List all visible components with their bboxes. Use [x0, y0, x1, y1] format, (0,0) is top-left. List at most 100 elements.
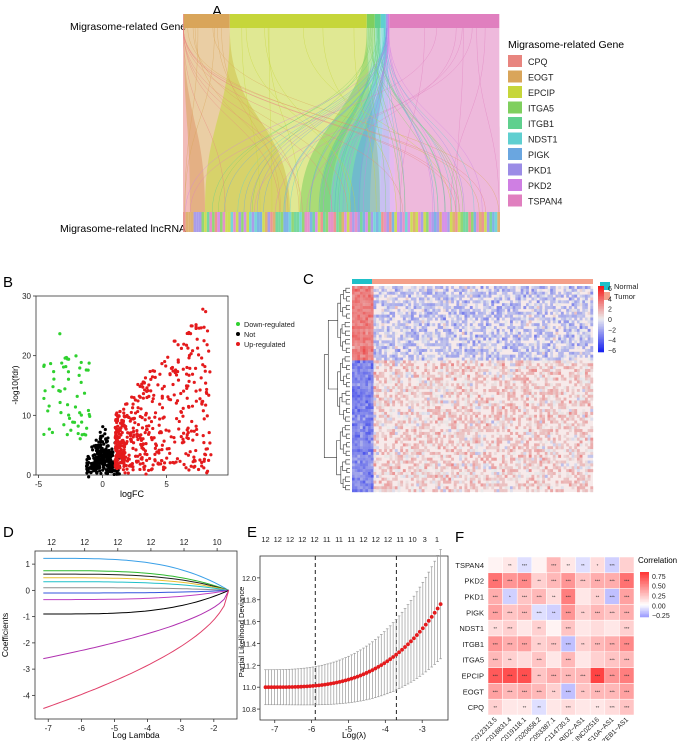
sankey-lncrna-node [206, 212, 210, 232]
heatmap-cell [512, 337, 516, 341]
heatmap-cell [526, 360, 529, 364]
heatmap-cell [475, 334, 479, 338]
heatmap-cell [416, 346, 420, 350]
heatmap-cell [571, 300, 575, 304]
heatmap-cell [584, 437, 588, 441]
data-point-not [104, 451, 109, 456]
heatmap-cell [467, 383, 471, 387]
heatmap-cell [536, 437, 540, 441]
heatmap-cell [453, 434, 457, 438]
heatmap-cell [459, 314, 462, 318]
heatmap-cell [392, 417, 396, 421]
heatmap-cell [435, 437, 438, 441]
heatmap-cell [461, 434, 465, 438]
heatmap-cell [539, 454, 543, 458]
data-point-up [198, 458, 202, 462]
heatmap-cell [464, 386, 468, 390]
heatmap-cell [426, 340, 430, 344]
data-point-up [187, 379, 191, 383]
heatmap-cell [378, 346, 382, 350]
heatmap-cell [445, 363, 449, 367]
heatmap-cell [405, 374, 409, 378]
heatmap-cell [389, 463, 393, 467]
heatmap-cell [504, 297, 508, 301]
heatmap-cell [354, 431, 358, 435]
data-point-up [179, 434, 183, 439]
heatmap-cell [512, 403, 516, 407]
heatmap-cell [512, 377, 516, 381]
heatmap-cell [389, 311, 393, 315]
heatmap-cell [376, 403, 379, 407]
heatmap-cell [574, 443, 578, 447]
data-point-up [205, 343, 209, 347]
heatmap-cell [362, 409, 366, 413]
heatmap-cell [400, 411, 404, 415]
heatmap-cell [397, 374, 401, 378]
heatmap-cell [499, 406, 503, 410]
legend-label: Up-regulated [244, 340, 286, 349]
heatmap-cell [558, 414, 562, 418]
data-point-up [175, 417, 179, 421]
heatmap-cell [501, 389, 505, 393]
heatmap-cell [512, 346, 516, 350]
heatmap-cell [368, 326, 371, 330]
heatmap-cell [451, 354, 454, 358]
heatmap-cell [528, 300, 532, 304]
heatmap-cell [378, 426, 382, 430]
heatmap-cell [400, 380, 404, 384]
heatmap-cell [496, 429, 500, 433]
heatmap-cell [566, 328, 570, 332]
heatmap-cell [560, 460, 564, 464]
data-point-down [42, 432, 46, 437]
heatmap-cell [566, 463, 570, 467]
data-point-up [141, 385, 145, 389]
heatmap-cell [501, 360, 505, 364]
legend-label-ndst1: NDST1 [528, 135, 558, 145]
heatmap-cell [448, 343, 452, 347]
data-point-down [52, 377, 56, 381]
heatmap-cell [493, 348, 497, 353]
heatmap-cell [509, 340, 513, 344]
data-point-up [194, 399, 198, 403]
heatmap-cell [370, 426, 374, 430]
heatmap-cell [459, 417, 462, 421]
heatmap-cell [365, 360, 369, 364]
heatmap-cell [512, 308, 516, 312]
heatmap-cell [378, 354, 382, 358]
heatmap-cell [475, 457, 479, 461]
heatmap-cell [354, 346, 358, 350]
heatmap-cell [378, 360, 382, 364]
heatmap-cell [544, 317, 548, 321]
heatmap-cell [400, 383, 404, 387]
heatmap-cell [590, 391, 594, 395]
heatmap-cell [368, 429, 371, 433]
heatmap-cell [397, 426, 401, 430]
heatmap-cell [437, 446, 441, 450]
sankey-lncrna-node [410, 212, 413, 232]
heatmap-cell [584, 348, 588, 353]
sankey-lncrna-node [185, 212, 189, 232]
heatmap-cell [384, 411, 388, 415]
heatmap-cell [421, 374, 425, 378]
heatmap-cell [440, 354, 444, 358]
data-point-not [106, 463, 110, 467]
heatmap-cell [352, 368, 355, 373]
heatmap-cell [568, 437, 572, 441]
heatmap-cell [453, 374, 457, 378]
heatmap-cell [571, 389, 575, 393]
heatmap-cell [464, 469, 468, 473]
sankey-lncrna-node [212, 212, 215, 232]
heatmap-cell [504, 286, 508, 290]
heatmap-cell [496, 320, 500, 324]
heatmap-cell [429, 374, 433, 378]
heatmap-cell [488, 294, 492, 298]
heatmap-cell [362, 348, 366, 353]
heatmap-cell [563, 377, 567, 381]
data-point-up [176, 378, 181, 382]
heatmap-cell [469, 414, 473, 418]
data-point-up [143, 418, 147, 422]
heatmap-cell [491, 300, 495, 304]
heatmap-cell [357, 469, 361, 473]
heatmap-cell [378, 423, 382, 427]
sankey-lncrna-node [230, 212, 234, 232]
